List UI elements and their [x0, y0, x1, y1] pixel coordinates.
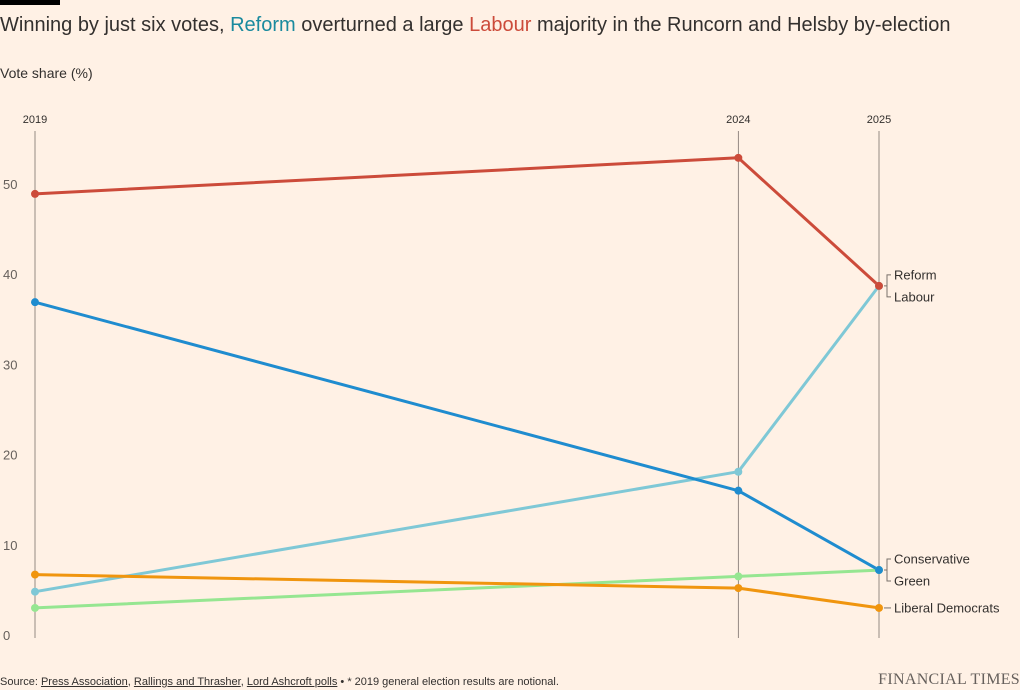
y-axis-title: Vote share (%)	[0, 65, 93, 81]
data-point-conservative-2024	[734, 486, 743, 495]
title-text-3: majority in the Runcorn and Helsby by-el…	[531, 14, 951, 36]
x-tick-label-2025: 2025	[867, 114, 891, 126]
data-point-labour-2019	[31, 189, 39, 198]
source-link-rallings-thrasher[interactable]: Rallings and Thrasher	[133, 676, 241, 688]
label-bracket-0	[884, 274, 891, 298]
series-label-reform: Reform	[894, 267, 937, 282]
data-point-conservative-2025	[875, 566, 883, 575]
data-point-liberal-democrats-2024	[734, 584, 743, 593]
source-separator: ,	[127, 676, 134, 688]
series-line-reform	[34, 284, 881, 594]
data-point-conservative-2019	[31, 298, 39, 307]
line-chart: 0 10 20 30 40 50 2019 2024 2025 Reform Labour Conse…	[3, 114, 1000, 643]
source-link-press-association[interactable]: Press Association	[40, 676, 128, 688]
ft-logo: FINANCIAL TIMES	[878, 671, 1020, 688]
series-label-liberal-democrats: Liberal Democrats	[894, 600, 1000, 615]
source-footer: Source: Press Association, Rallings and …	[0, 676, 559, 688]
x-tick-label-2019: 2019	[23, 114, 47, 126]
title-labour: Labour	[469, 14, 532, 36]
source-separator: ,	[240, 676, 247, 688]
series-label-labour: Labour	[894, 289, 935, 304]
data-point-labour-2024	[734, 153, 743, 162]
label-bracket-1	[884, 558, 891, 582]
y-tick-label-40: 40	[3, 267, 17, 282]
series-label-green: Green	[894, 574, 930, 589]
y-tick-label-20: 20	[3, 448, 17, 463]
source-link-ashcroft[interactable]: Lord Ashcroft polls	[246, 676, 338, 688]
title-reform: Reform	[230, 14, 296, 36]
data-point-liberal-democrats-2025	[875, 603, 883, 612]
title-text-2: overturned a large	[295, 14, 470, 36]
brand-accent-bar	[0, 0, 60, 5]
y-tick-label-0: 0	[3, 628, 10, 643]
title-text-1: Winning by just six votes,	[0, 14, 231, 36]
series-line-labour	[34, 156, 881, 288]
y-tick-label-50: 50	[3, 177, 17, 192]
y-tick-label-30: 30	[3, 357, 17, 372]
data-point-reform-2024	[734, 467, 743, 476]
series-label-conservative: Conservative	[894, 552, 970, 567]
data-point-liberal-democrats-2019	[31, 570, 39, 579]
chart-title: Winning by just six votes, Reform overtu…	[0, 14, 1015, 37]
source-prefix: Source:	[0, 676, 41, 688]
data-point-green-2024	[734, 572, 743, 581]
x-tick-label-2024: 2024	[726, 114, 750, 126]
data-point-labour-2025	[875, 281, 883, 290]
data-point-reform-2019	[31, 587, 39, 596]
y-tick-label-10: 10	[3, 538, 17, 553]
series-line-conservative	[34, 300, 880, 572]
data-point-green-2019	[31, 603, 39, 612]
footnote: • * 2019 general election results are no…	[337, 676, 559, 688]
